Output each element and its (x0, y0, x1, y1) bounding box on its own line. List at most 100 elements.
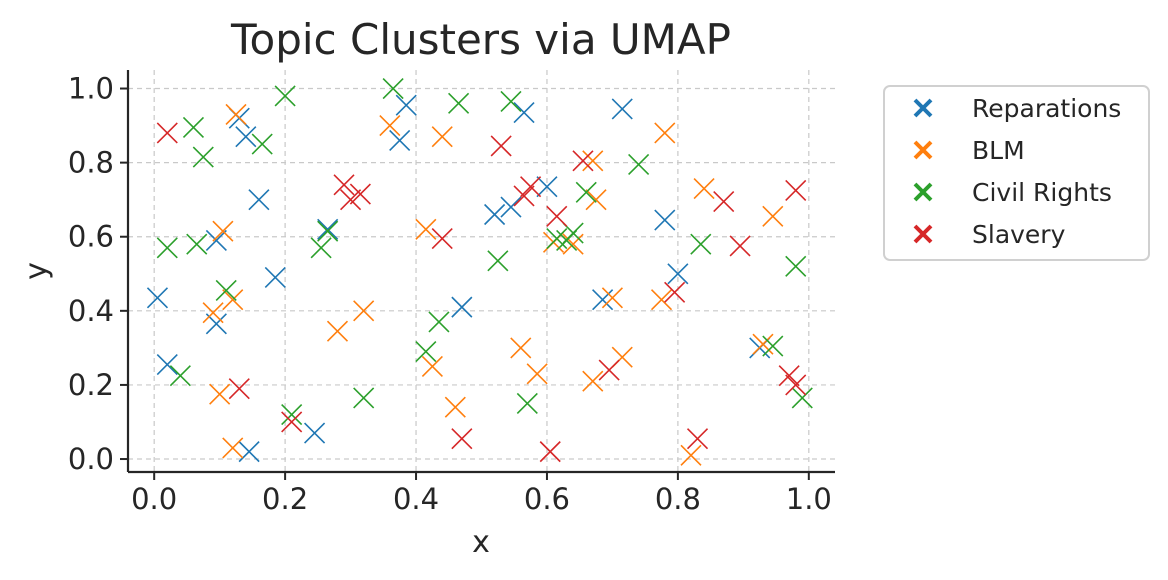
chart-title: Topic Clusters via UMAP (230, 15, 731, 64)
data-point (546, 205, 568, 227)
series-reparations (146, 94, 771, 463)
data-point (421, 355, 443, 377)
data-point (431, 126, 453, 148)
data-point (448, 92, 470, 114)
x-tick-label: 0.0 (131, 482, 177, 516)
data-point (238, 441, 260, 463)
data-point (686, 428, 709, 450)
y-tick-label: 0.6 (68, 220, 114, 254)
data-point (146, 287, 169, 309)
data-point (222, 437, 244, 459)
data-point (785, 255, 807, 277)
legend-frame (883, 85, 1150, 261)
y-tick-label: 1.0 (68, 72, 114, 106)
data-point (778, 365, 800, 387)
data-point (664, 281, 686, 303)
data-point (500, 196, 522, 218)
data-point (598, 359, 620, 381)
data-point (487, 250, 509, 272)
data-point (451, 296, 473, 318)
data-point (526, 363, 548, 385)
data-point (212, 220, 234, 242)
data-point (333, 174, 355, 196)
data-point (310, 237, 332, 259)
data-point (202, 302, 224, 324)
data-point (326, 320, 349, 342)
data-point (520, 176, 542, 198)
data-point (281, 411, 303, 433)
data-point (215, 279, 237, 302)
data-point (762, 335, 784, 357)
legend-item: Slavery (913, 220, 1066, 249)
data-point (395, 94, 417, 116)
x-tick-label: 0.2 (262, 482, 308, 516)
y-tick-label: 0.2 (68, 368, 114, 402)
data-point (729, 235, 751, 257)
data-point (516, 392, 538, 415)
data-point (592, 289, 614, 311)
legend-item: Civil Rights (913, 178, 1112, 207)
legend-marker (913, 98, 933, 118)
data-point (484, 203, 506, 226)
data-point (451, 428, 473, 450)
data-point (209, 383, 231, 405)
data-point (693, 177, 715, 200)
data-point (601, 287, 623, 309)
data-point (156, 353, 178, 376)
data-point (156, 122, 178, 144)
data-point (575, 181, 597, 203)
data-point (444, 396, 466, 418)
data-point (317, 218, 339, 240)
data-point (490, 135, 512, 157)
data-point (317, 220, 339, 242)
x-tick-label: 1.0 (786, 482, 832, 516)
series-blm (202, 103, 784, 466)
legend-label: Slavery (972, 220, 1066, 249)
data-point (546, 228, 568, 250)
data-point (353, 300, 375, 322)
data-point (585, 189, 607, 211)
legend-marker (913, 224, 933, 244)
data-point (192, 146, 214, 168)
legend-marker (913, 140, 933, 160)
legend-marker (913, 182, 933, 202)
data-point (415, 341, 437, 363)
grid-lines (128, 70, 835, 472)
data-point (182, 116, 205, 138)
data-point (582, 370, 604, 392)
data-point (628, 153, 650, 176)
legend: Reparations BLM Civil Rights Slavery (883, 85, 1150, 261)
data-point (281, 404, 303, 426)
data-point (379, 115, 401, 137)
data-point (169, 365, 191, 387)
data-point (382, 77, 404, 100)
data-point (536, 176, 558, 198)
data-point (762, 205, 784, 227)
data-points (146, 77, 813, 466)
x-tick-label: 0.6 (524, 482, 570, 516)
data-point (713, 190, 735, 213)
y-axis-label: y (19, 262, 54, 280)
data-point (431, 228, 453, 250)
legend-item: BLM (913, 136, 1025, 165)
data-point (650, 289, 673, 311)
data-point (248, 189, 270, 211)
data-point (353, 387, 375, 409)
data-point (304, 422, 326, 444)
legend-label: Reparations (972, 94, 1121, 123)
data-point (752, 333, 774, 355)
data-point (340, 189, 362, 211)
y-tick-label: 0.0 (68, 442, 114, 476)
y-tick-label: 0.4 (68, 294, 114, 328)
data-point (654, 209, 676, 231)
legend-label: Civil Rights (972, 178, 1112, 207)
data-point (415, 218, 437, 240)
data-point (510, 337, 532, 359)
data-point (228, 378, 250, 400)
data-point (680, 444, 702, 466)
data-point (235, 126, 257, 148)
data-point (251, 133, 273, 155)
data-point (428, 311, 450, 333)
data-point (572, 150, 594, 172)
